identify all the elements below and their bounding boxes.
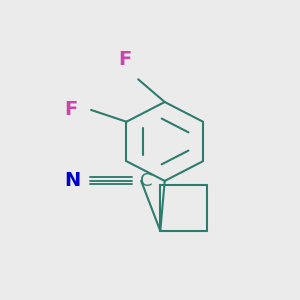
Text: F: F bbox=[64, 100, 78, 119]
Text: C: C bbox=[140, 172, 152, 190]
Text: F: F bbox=[118, 50, 132, 69]
Text: N: N bbox=[64, 171, 81, 190]
